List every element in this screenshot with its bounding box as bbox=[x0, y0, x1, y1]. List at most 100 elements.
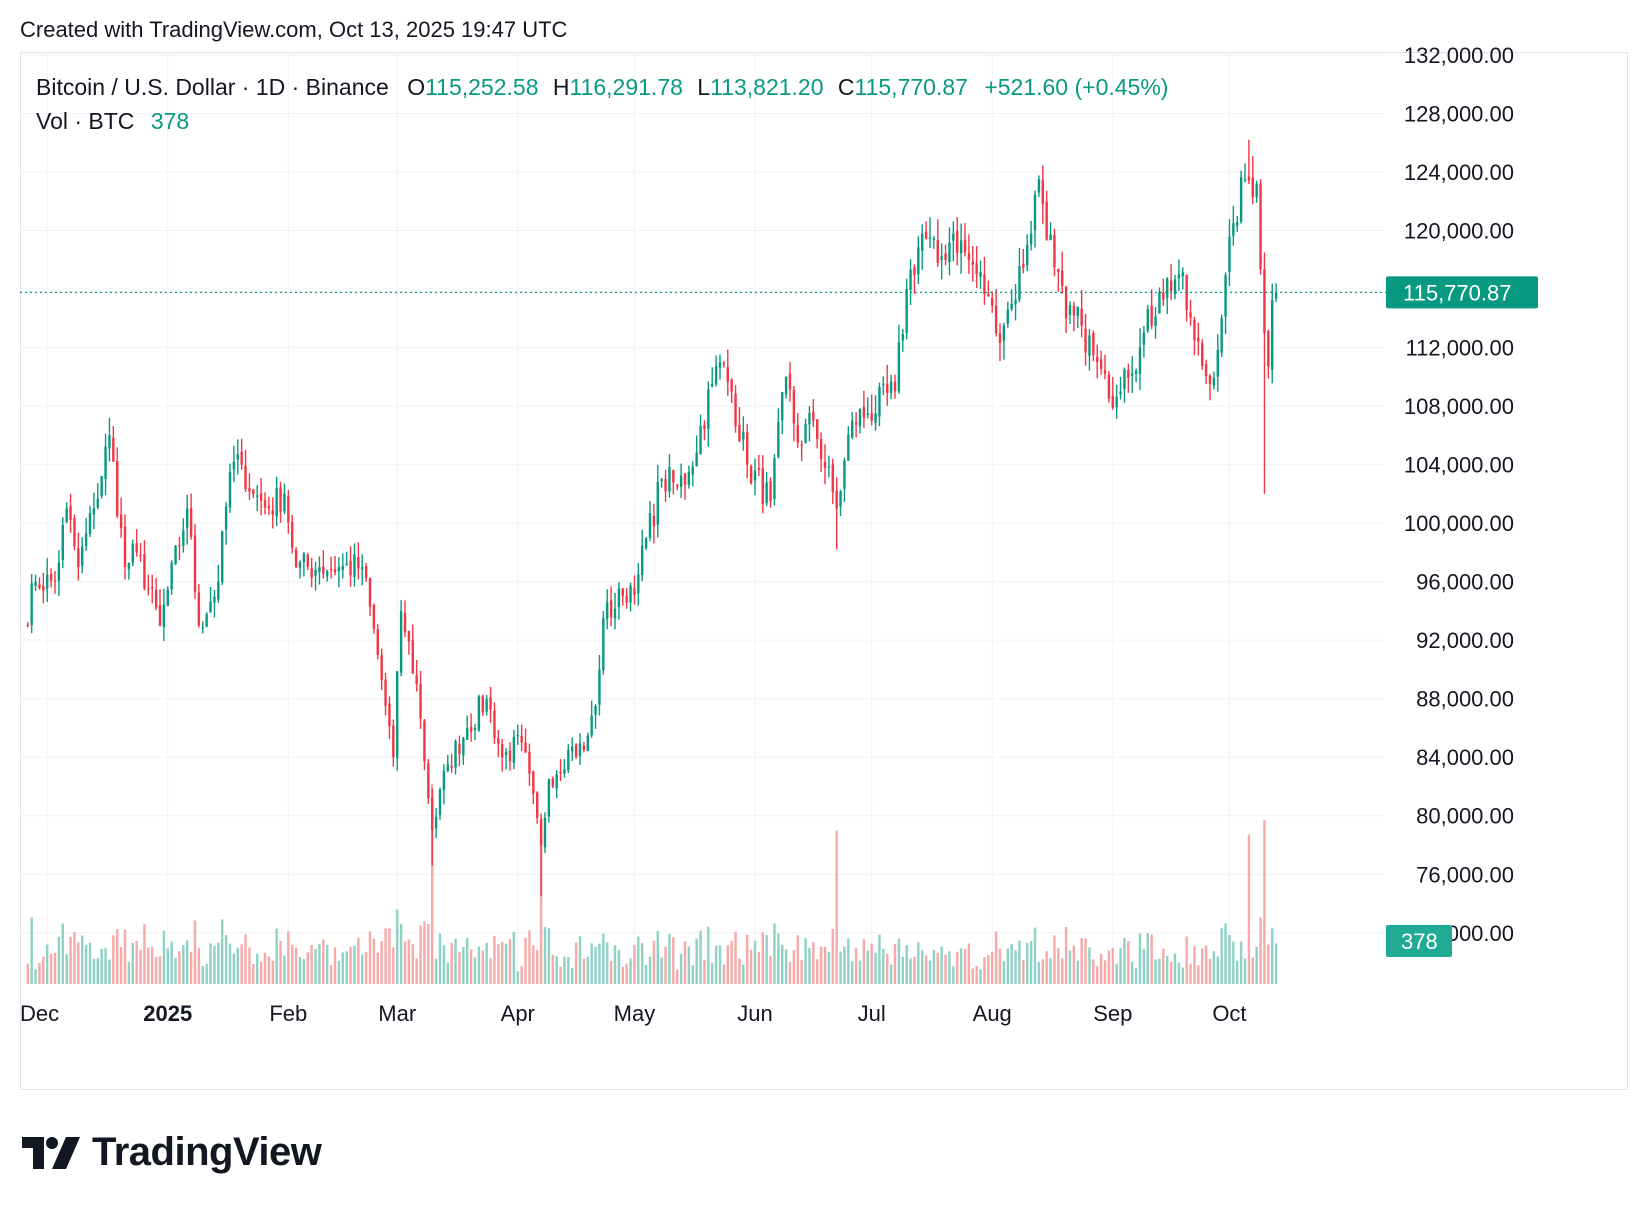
candle-body bbox=[781, 392, 784, 421]
volume-bar bbox=[1146, 933, 1149, 984]
price-tick-label: 108,000.00 bbox=[1404, 394, 1514, 419]
price-tick-label: 128,000.00 bbox=[1404, 101, 1514, 126]
volume-bar bbox=[396, 909, 399, 984]
volume-bar bbox=[679, 953, 683, 984]
volume-bar bbox=[963, 949, 967, 984]
volume-bar bbox=[96, 958, 99, 984]
volume-bar bbox=[1201, 948, 1204, 984]
candle-body bbox=[1220, 318, 1223, 353]
candle-body bbox=[948, 242, 951, 263]
candle-body bbox=[959, 240, 963, 254]
candle-body bbox=[333, 569, 337, 573]
volume-bar bbox=[746, 934, 749, 984]
candle-body bbox=[462, 737, 465, 756]
volume-bar bbox=[664, 946, 667, 984]
volume-bar bbox=[1212, 951, 1216, 984]
candle-body bbox=[302, 553, 306, 563]
volume-bar bbox=[69, 936, 72, 984]
volume-bar bbox=[1204, 945, 1208, 984]
candle-body bbox=[823, 461, 827, 468]
volume-bar bbox=[660, 957, 663, 984]
candle-body bbox=[508, 750, 512, 762]
candle-body bbox=[431, 797, 434, 831]
time-tick-label: 2025 bbox=[143, 1001, 192, 1026]
volume-bar bbox=[1131, 961, 1134, 984]
volume-bar bbox=[854, 947, 858, 984]
candle-body bbox=[407, 630, 411, 642]
volume-bar bbox=[287, 931, 290, 984]
volume-bar bbox=[1068, 950, 1072, 984]
candle-body bbox=[1193, 320, 1196, 341]
candle-body bbox=[100, 476, 103, 497]
volume-bar bbox=[819, 946, 823, 984]
volume-bar bbox=[901, 956, 904, 984]
candle-body bbox=[718, 362, 722, 368]
volume-bar bbox=[314, 949, 317, 984]
volume-bar bbox=[61, 923, 64, 984]
volume-bar bbox=[388, 928, 391, 984]
candle-body bbox=[26, 624, 29, 627]
candle-body bbox=[1224, 275, 1227, 317]
candle-body bbox=[197, 592, 201, 626]
candle-body bbox=[42, 585, 45, 591]
candle-body bbox=[291, 521, 294, 548]
volume-label[interactable]: Vol · BTC bbox=[36, 108, 135, 134]
time-tick-label: Dec bbox=[20, 1001, 59, 1026]
volume-bar bbox=[839, 951, 842, 984]
candle-body bbox=[714, 366, 718, 385]
volume-bar bbox=[1181, 967, 1184, 984]
volume-bar bbox=[547, 928, 551, 984]
candle-body bbox=[119, 514, 123, 529]
candle-body bbox=[761, 468, 764, 505]
candle-body bbox=[112, 437, 115, 462]
candle-body bbox=[34, 581, 37, 586]
candle-body bbox=[738, 424, 741, 442]
volume-bar bbox=[921, 950, 924, 984]
time-tick-label: Mar bbox=[378, 1001, 416, 1026]
candle-body bbox=[722, 363, 726, 365]
candle-body bbox=[765, 482, 768, 504]
candle-body bbox=[1131, 373, 1134, 376]
tradingview-logo[interactable]: TradingView bbox=[22, 1130, 322, 1175]
volume-bar bbox=[773, 923, 776, 984]
volume-bar bbox=[886, 953, 889, 984]
volume-bar bbox=[341, 952, 344, 984]
svg-text:378: 378 bbox=[1401, 929, 1438, 954]
candle-body bbox=[1061, 270, 1064, 286]
volume-bar bbox=[508, 939, 512, 984]
volume-bar bbox=[489, 958, 492, 984]
candle-body bbox=[975, 263, 978, 275]
volume-bar bbox=[1154, 959, 1157, 984]
volume-bar bbox=[376, 952, 379, 984]
candle-body bbox=[516, 735, 519, 737]
volume-bar bbox=[108, 959, 111, 984]
candle-body bbox=[1247, 176, 1251, 181]
volume-bar bbox=[882, 948, 885, 984]
candle-body bbox=[777, 422, 780, 457]
volume-bar bbox=[714, 945, 718, 984]
candle-body bbox=[652, 515, 656, 527]
volume-bar bbox=[1259, 917, 1262, 984]
volume-bar bbox=[1006, 948, 1009, 984]
candle-body bbox=[318, 567, 321, 573]
candle-body bbox=[1201, 343, 1204, 366]
candle-body bbox=[703, 425, 706, 429]
volume-bar bbox=[851, 961, 854, 984]
volume-bar bbox=[707, 926, 710, 984]
tradingview-wordmark: TradingView bbox=[92, 1130, 322, 1174]
volume-bar bbox=[847, 938, 850, 984]
volume-bar bbox=[333, 947, 337, 984]
candle-body bbox=[804, 423, 807, 443]
candle-body bbox=[178, 545, 181, 547]
candle-body bbox=[827, 466, 831, 468]
candle-body bbox=[217, 581, 220, 600]
volume-bar bbox=[1166, 956, 1169, 984]
volume-bar bbox=[469, 949, 473, 984]
candle-body bbox=[547, 779, 551, 817]
volume-bar bbox=[217, 942, 220, 984]
volume-bar bbox=[512, 931, 516, 984]
symbol-title[interactable]: Bitcoin / U.S. Dollar · 1D · Binance bbox=[36, 74, 389, 100]
candle-body bbox=[1212, 377, 1216, 386]
candle-body bbox=[870, 413, 873, 421]
